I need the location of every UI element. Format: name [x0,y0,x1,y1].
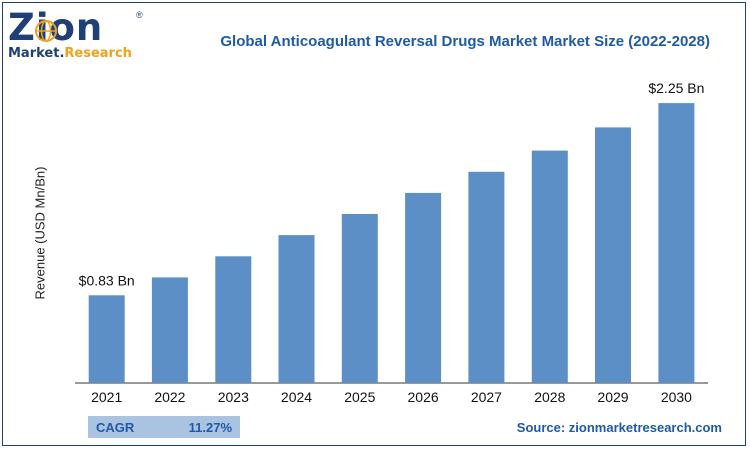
bar-2027 [468,171,505,383]
x-tick-label: 2021 [91,389,122,405]
bar-2030 [658,103,695,383]
bar-2021 [88,295,125,383]
x-tick-label: 2030 [661,389,692,405]
bar-2028 [531,150,568,383]
logo-sub-accent: Research [64,46,132,61]
x-tick-label: 2028 [534,389,565,405]
globe-icon [35,20,57,42]
bar-2029 [595,127,631,384]
x-tick-label: 2024 [281,389,312,405]
registered-mark: ® [136,10,143,20]
x-tick-label: 2027 [471,389,502,405]
bar-2024 [278,235,315,383]
bar-2026 [405,192,442,383]
source-text: Source: zionmarketresearch.com [516,420,722,435]
x-tick-label: 2026 [408,389,439,405]
data-label: $2.25 Bn [648,80,704,96]
logo-subtitle: Market.Research [8,46,132,62]
x-tick-label: 2023 [218,389,249,405]
cagr-label: CAGR [96,419,135,435]
x-tick-label: 2029 [597,389,628,405]
cagr-value: 11.27% [188,419,232,435]
chart-title: Global Anticoagulant Reversal Drugs Mark… [220,33,710,50]
x-tick-label: 2025 [344,389,375,405]
zion-logo: Zion ® Market.Research [8,8,168,68]
bar-2023 [215,256,252,383]
logo-sub-main: Market. [8,46,65,61]
cagr-box: CAGR 11.27% [88,416,240,438]
bar-2025 [341,214,378,383]
data-label: $0.83 Bn [79,272,135,288]
chart-frame [2,2,746,446]
bar-2022 [151,277,188,383]
x-tick-label: 2022 [154,389,185,405]
